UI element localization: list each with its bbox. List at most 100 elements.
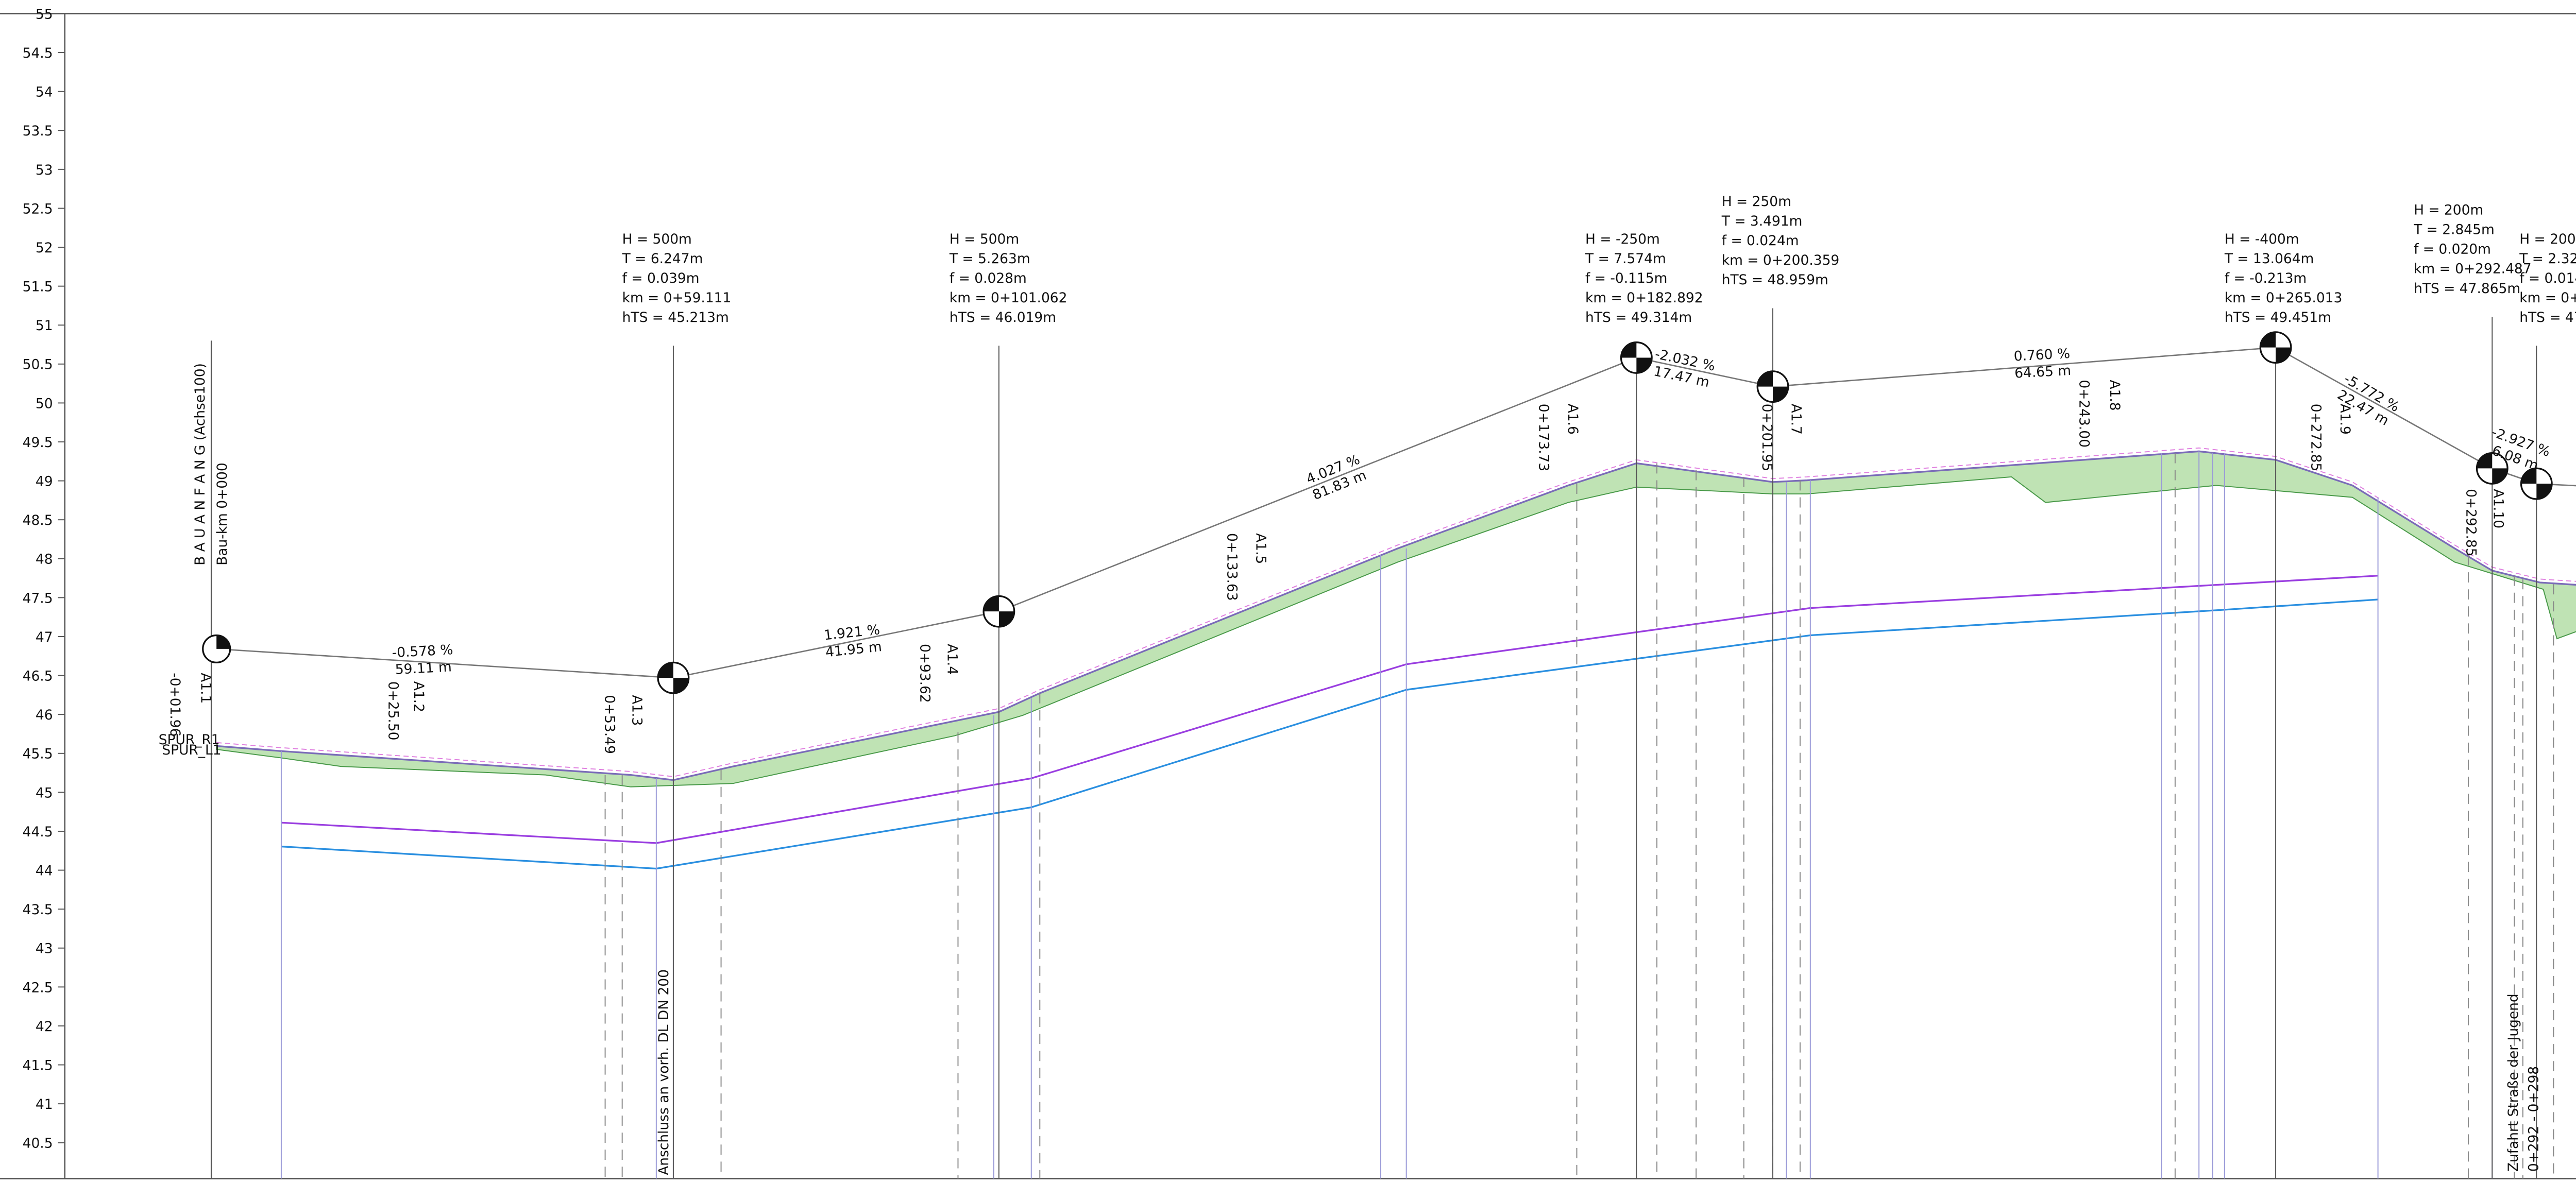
station-km: 0+173.73 (1536, 404, 1552, 472)
curve-parameter: f = 0.024m (1722, 233, 1799, 249)
curve-parameter: km = 0+200.359 (1722, 252, 1840, 268)
curve-parameter: T = 2.845m (2413, 222, 2495, 238)
elevation-label: 43 (36, 941, 53, 957)
grade-length: 59.11 m (395, 659, 452, 678)
curve-parameter: f = -0.213m (2225, 270, 2307, 286)
curve-parameter: hTS = 45.213m (622, 310, 729, 326)
elevation-label: 49.5 (23, 435, 53, 451)
elevation-label: 45.5 (23, 746, 53, 762)
station-km: 0+243.00 (2076, 380, 2092, 448)
elevation-label: 52.5 (23, 201, 53, 217)
curve-parameter: km = 0+292.487 (2414, 261, 2532, 277)
elevation-label: 49 (36, 474, 53, 490)
curve-parameter: H = -250m (1585, 231, 1660, 247)
station-name: A1.8 (2107, 380, 2123, 410)
curve-parameter: T = 13.064m (2224, 251, 2314, 267)
curve-parameter: T = 2.327m (2519, 251, 2576, 267)
curve-parameter: H = 250m (1722, 194, 1791, 210)
elevation-label: 51.5 (23, 279, 53, 295)
note: 0+292 - 0+298 (2526, 1066, 2542, 1172)
track-label: SPUR_L1 (162, 742, 221, 758)
pi-marker-fill (984, 596, 1014, 627)
curve-parameter: f = 0.020m (2414, 242, 2491, 258)
elevation-label: 47 (36, 629, 53, 645)
elevation-label: 50 (36, 396, 53, 412)
station-km: 0+93.62 (917, 644, 933, 703)
elevation-label: 44 (36, 863, 53, 879)
curve-parameter: km = 0+59.111 (622, 290, 732, 306)
station-name: A1.9 (2337, 404, 2353, 435)
curve-parameter: T = 6.247m (622, 251, 703, 267)
grade-slope: -0.578 % (392, 642, 453, 661)
elevation-label: 42 (36, 1019, 53, 1035)
station-km: 0+133.63 (1224, 533, 1240, 601)
curve-parameter: km = 0+265.013 (2225, 290, 2343, 306)
station-name: A1.5 (1252, 533, 1268, 564)
station-name: A1.7 (1788, 404, 1804, 435)
curve-parameter: hTS = 49.451m (2225, 310, 2331, 326)
grade-length: 64.65 m (2014, 363, 2071, 382)
station-name: A1.6 (1565, 404, 1581, 435)
elevation-label: 42.5 (23, 980, 53, 996)
elevation-label: 53 (36, 162, 53, 178)
track-label: SPUR_R1 (159, 732, 220, 748)
curve-parameter: f = 0.028m (950, 270, 1027, 286)
curve-parameter: H = -400m (2225, 231, 2299, 247)
elevation-label: 54 (36, 84, 53, 100)
station-km: 0+292.85 (2463, 489, 2479, 557)
elevation-label: 55 (36, 6, 53, 22)
station-km: 0+272.85 (2308, 404, 2324, 472)
station-name: A1.1 (197, 673, 213, 704)
station-km: 0+201.95 (1759, 404, 1775, 472)
curve-parameter: T = 3.491m (1721, 213, 1803, 229)
curve-parameter: H = 500m (622, 231, 692, 247)
curve-parameter: km = 0+298.571 (2519, 290, 2576, 306)
elevation-label: 54.5 (23, 45, 53, 61)
start-title: B A U A N F A N G (Achse100) (192, 363, 208, 566)
pi-marker-fill (216, 635, 230, 649)
pi-marker-fill (1757, 371, 1788, 402)
elevation-label: 51 (36, 318, 53, 334)
curve-parameter: f = -0.115m (1585, 270, 1667, 286)
pi-marker-fill (1621, 342, 1652, 373)
pipe-r1 (281, 575, 2378, 844)
curve-parameter: hTS = 49.314m (1585, 310, 1692, 326)
elevation-label: 41 (36, 1097, 53, 1112)
station-km: 0+53.49 (602, 695, 618, 754)
pi-marker-fill (2477, 453, 2508, 484)
station-name: A1.3 (629, 695, 645, 726)
pi-marker-fill (2521, 468, 2552, 499)
elevation-label: 50.5 (23, 357, 53, 373)
curve-parameter: km = 0+182.892 (1585, 290, 1703, 306)
note: Zufahrt Straße der Jugend (2505, 993, 2521, 1172)
curve-parameter: hTS = 47.865m (2414, 281, 2520, 297)
elevation-label: 52 (36, 240, 53, 256)
station-name: A1.4 (944, 644, 960, 675)
curve-parameter: hTS = 46.019m (950, 310, 1056, 326)
elevation-label: 47.5 (23, 590, 53, 606)
station-name: A1.10 (2490, 489, 2506, 528)
elevation-label: 53.5 (23, 123, 53, 139)
curve-parameter: H = 500m (950, 231, 1019, 247)
pi-marker-fill (658, 662, 689, 693)
elevation-label: 43.5 (23, 902, 53, 918)
curve-parameter: T = 5.263m (949, 251, 1030, 267)
station-name: A1.2 (411, 681, 427, 712)
elevation-label: 46 (36, 707, 53, 723)
elevation-label: 40.5 (23, 1136, 53, 1152)
elevation-label: 48 (36, 552, 53, 568)
elevation-label: 48.5 (23, 512, 53, 528)
curve-parameter: km = 0+101.062 (950, 290, 1067, 306)
elevation-label: 46.5 (23, 669, 53, 684)
curve-parameter: H = 200m (2414, 202, 2483, 218)
elevation-label: 45 (36, 785, 53, 801)
curve-parameter: hTS = 47.687m (2519, 310, 2576, 326)
note: Anschluss an vorh. DL DN 200 (656, 969, 672, 1175)
curve-parameter: H = 200m (2519, 231, 2576, 247)
grade-slope: 0.760 % (2013, 346, 2071, 365)
station-km: 0+25.50 (385, 681, 401, 741)
curve-parameter: f = 0.039m (622, 270, 700, 286)
